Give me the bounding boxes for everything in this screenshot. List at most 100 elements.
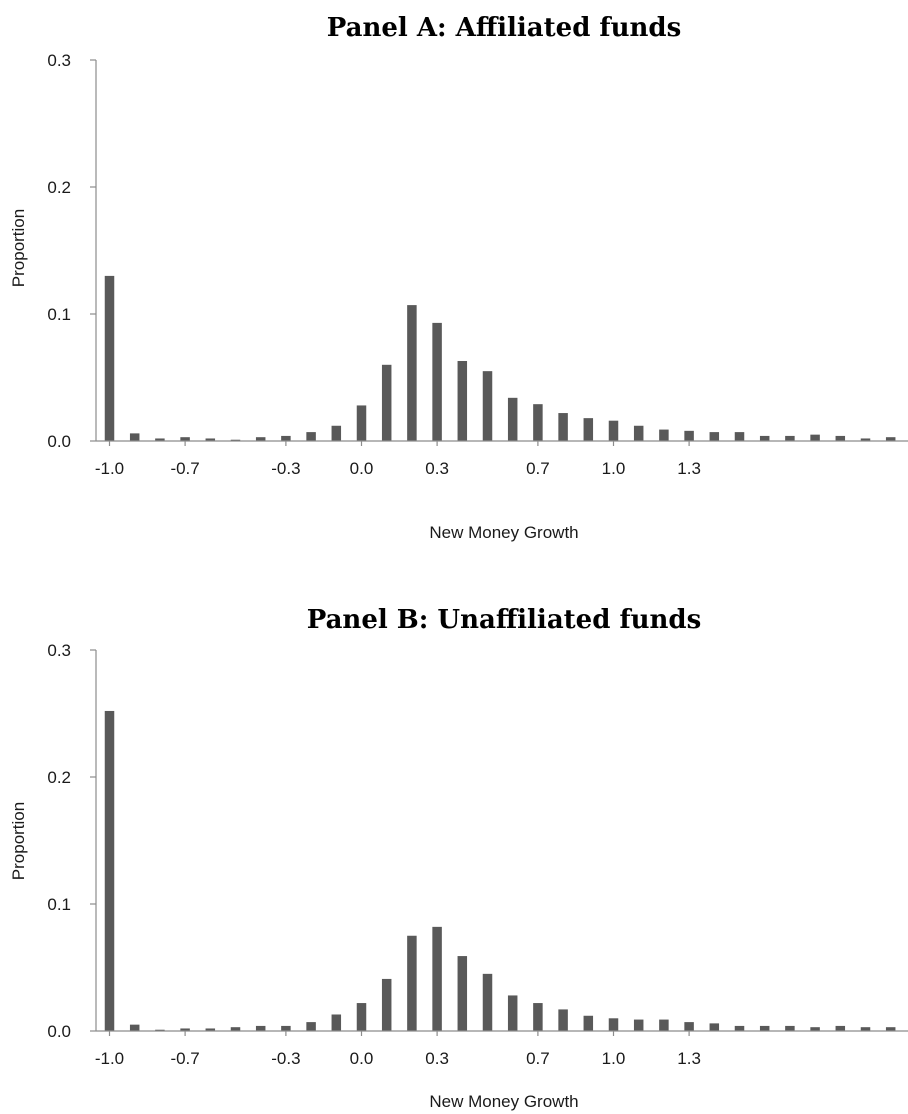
panel-a-x-tick-label: 1.3 <box>677 459 701 478</box>
panel-a-bar <box>835 435 846 441</box>
panel-a-bar <box>659 429 669 441</box>
panel-b-bar <box>331 1014 342 1031</box>
panel-a-y-axis-label: Proportion <box>9 209 28 287</box>
panel-b-x-axis-label: New Money Growth <box>429 1092 578 1111</box>
panel-a-bar <box>129 433 140 441</box>
panel-b-bar <box>205 1028 216 1031</box>
panel-a-y-tick-label: 0.3 <box>47 51 71 70</box>
panel-b: Panel B: Unaffiliated funds Proportion N… <box>9 605 908 1111</box>
panel-a-bar <box>281 435 291 441</box>
panel-b-bar <box>558 1009 568 1031</box>
panel-b-bar <box>507 995 518 1031</box>
panel-a-bar <box>810 434 820 441</box>
panel-a-x-tick-label: 0.0 <box>350 459 374 478</box>
panel-a-y-ticks: 0.0 0.1 0.2 0.3 <box>47 51 96 451</box>
panel-a-x-axis-label: New Money Growth <box>429 523 578 542</box>
panel-b-y-tick-label: 0.0 <box>47 1022 71 1041</box>
panel-a-bar <box>381 364 392 441</box>
panel-b-bar <box>306 1022 316 1031</box>
panel-b-bar <box>608 1018 619 1031</box>
panel-a-bar <box>457 360 468 441</box>
panel-a-bar <box>180 437 190 441</box>
panel-a-bar <box>482 371 493 441</box>
panel-a-y-tick-label: 0.0 <box>47 432 71 451</box>
panel-b-bar <box>684 1022 694 1031</box>
panel-a-bar <box>155 438 165 441</box>
panel-a-bar <box>432 322 442 441</box>
panel-a-bar <box>104 275 115 441</box>
panel-a-bar <box>860 438 871 441</box>
panel-b-bar <box>659 1019 669 1031</box>
panel-b-bar <box>432 926 442 1031</box>
panel-a-bar <box>734 432 745 441</box>
panel-b-bar <box>835 1025 846 1031</box>
panel-a-bar <box>583 418 594 441</box>
panel-b-x-tick-label: -1.0 <box>95 1049 124 1068</box>
panel-b-x-tick-label: 1.0 <box>602 1049 626 1068</box>
panel-b-bar <box>860 1027 871 1031</box>
panel-a-bar <box>759 435 770 441</box>
panel-a-x-tick-label: 0.7 <box>526 459 550 478</box>
panel-a-title: Panel A: Affiliated funds <box>327 13 681 43</box>
panel-b-title: Panel B: Unaffiliated funds <box>307 605 702 635</box>
panel-b-bar <box>104 710 115 1031</box>
panel-b-bar <box>583 1015 594 1031</box>
panel-a: Panel A: Affiliated funds Proportion New… <box>9 13 908 542</box>
panel-b-y-tick-label: 0.2 <box>47 768 71 787</box>
panel-a-bar <box>608 420 619 441</box>
panel-a-bar <box>255 437 266 441</box>
panel-b-bar <box>633 1019 644 1031</box>
panel-b-bar <box>180 1028 190 1031</box>
panel-a-bar <box>533 404 543 441</box>
panel-a-bar <box>633 425 644 441</box>
panel-b-x-tick-label: 0.3 <box>425 1049 449 1068</box>
panel-a-x-ticks: -1.0 -0.7 -0.3 0.0 0.3 0.7 1.0 1.3 <box>95 441 701 478</box>
panel-a-bar <box>785 435 795 441</box>
panel-b-bar <box>457 956 468 1031</box>
panel-b-x-tick-label: -0.7 <box>170 1049 199 1068</box>
panel-b-y-tick-label: 0.1 <box>47 895 71 914</box>
panel-b-bar <box>759 1025 770 1031</box>
panel-a-x-tick-label: 1.0 <box>602 459 626 478</box>
panel-b-y-axis-label: Proportion <box>9 802 28 880</box>
panel-b-bar <box>810 1027 820 1031</box>
panel-b-bar <box>255 1025 266 1031</box>
panel-a-bar <box>407 305 417 441</box>
panel-b-x-tick-label: 0.0 <box>350 1049 374 1068</box>
panel-a-x-tick-label: -0.7 <box>170 459 199 478</box>
panel-b-bar <box>381 978 392 1031</box>
panel-b-bar <box>407 935 417 1031</box>
panel-b-bars <box>104 710 896 1031</box>
panel-a-bar <box>885 437 896 441</box>
panel-b-bar <box>482 973 493 1031</box>
panel-a-x-tick-label: -1.0 <box>95 459 124 478</box>
panel-b-bar <box>709 1023 720 1031</box>
panel-a-bar <box>205 438 216 441</box>
panel-a-x-tick-label: 0.3 <box>425 459 449 478</box>
panel-b-bar <box>356 1003 367 1031</box>
panel-b-bar <box>155 1029 165 1031</box>
panel-a-bar <box>684 430 694 441</box>
panel-a-bar <box>306 432 316 441</box>
panel-b-bar <box>129 1024 140 1031</box>
panel-a-x-tick-label: -0.3 <box>271 459 300 478</box>
panel-b-bar <box>885 1027 896 1031</box>
panel-b-bar <box>785 1025 795 1031</box>
panel-b-y-tick-label: 0.3 <box>47 641 71 660</box>
panel-a-bar <box>709 432 720 441</box>
panel-a-bar <box>230 439 241 441</box>
panel-a-bar <box>356 405 367 441</box>
panel-b-x-ticks: -1.0 -0.7 -0.3 0.0 0.3 0.7 1.0 1.3 <box>95 1031 701 1068</box>
panel-b-bar <box>734 1025 745 1031</box>
panel-a-bars <box>104 275 896 441</box>
panel-b-bar <box>281 1025 291 1031</box>
panel-b-y-ticks: 0.0 0.1 0.2 0.3 <box>47 641 96 1041</box>
panel-a-bar <box>331 425 342 441</box>
panel-b-x-tick-label: 1.3 <box>677 1049 701 1068</box>
panel-b-x-tick-label: -0.3 <box>271 1049 300 1068</box>
panel-b-bar <box>230 1027 241 1031</box>
panel-a-y-tick-label: 0.2 <box>47 178 71 197</box>
panel-b-x-tick-label: 0.7 <box>526 1049 550 1068</box>
